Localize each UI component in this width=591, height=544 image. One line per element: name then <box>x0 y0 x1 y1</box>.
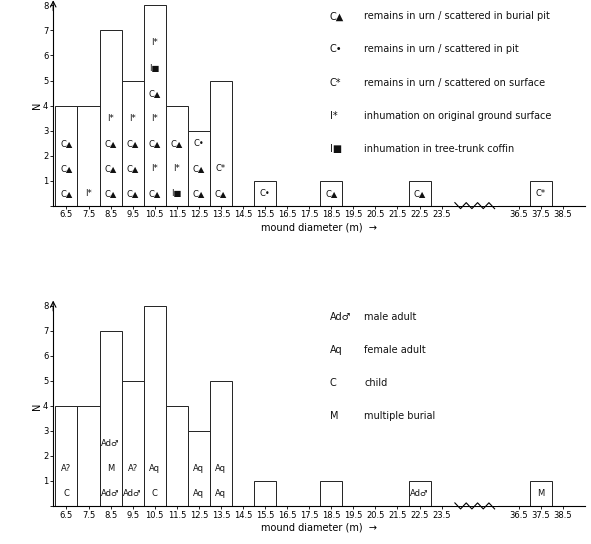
Text: C▲: C▲ <box>126 139 139 147</box>
Text: I*: I* <box>151 164 158 172</box>
Text: C•: C• <box>330 45 342 54</box>
Text: C▲: C▲ <box>126 189 139 197</box>
Text: Ad♂: Ad♂ <box>101 439 120 448</box>
Text: remains in urn / scattered in pit: remains in urn / scattered in pit <box>364 45 519 54</box>
Text: I*: I* <box>107 114 114 122</box>
Text: remains in urn / scattered in burial pit: remains in urn / scattered in burial pit <box>364 11 550 21</box>
Text: C▲: C▲ <box>413 189 426 197</box>
Bar <box>122 81 144 206</box>
Text: C▲: C▲ <box>60 164 73 172</box>
Text: C▲: C▲ <box>148 89 161 97</box>
X-axis label: mound diameter (m)  →: mound diameter (m) → <box>261 222 377 232</box>
Text: C▲: C▲ <box>193 164 205 172</box>
Bar <box>165 106 188 206</box>
Bar <box>56 106 77 206</box>
Bar <box>453 202 497 206</box>
Text: male adult: male adult <box>364 312 417 322</box>
Bar <box>254 181 276 206</box>
Text: C▲: C▲ <box>193 189 205 197</box>
Text: I■: I■ <box>150 64 160 72</box>
Bar <box>144 306 165 506</box>
Bar <box>210 81 232 206</box>
Text: M: M <box>537 489 544 498</box>
X-axis label: mound diameter (m)  →: mound diameter (m) → <box>261 523 377 533</box>
Bar <box>165 406 188 506</box>
Bar <box>188 131 210 206</box>
Text: multiple burial: multiple burial <box>364 411 436 421</box>
Text: inhumation on original ground surface: inhumation on original ground surface <box>364 110 552 121</box>
Text: I*: I* <box>129 114 136 122</box>
Text: inhumation in tree-trunk coffin: inhumation in tree-trunk coffin <box>364 144 515 153</box>
Bar <box>99 30 122 206</box>
Text: C: C <box>63 489 69 498</box>
Text: Aq: Aq <box>216 489 226 498</box>
Text: C▲: C▲ <box>148 189 161 197</box>
Text: I*: I* <box>330 110 337 121</box>
Text: C•: C• <box>259 189 271 197</box>
Text: remains in urn / scattered on surface: remains in urn / scattered on surface <box>364 77 545 88</box>
Bar <box>56 406 77 506</box>
Bar <box>210 381 232 506</box>
Text: M: M <box>330 411 338 421</box>
Y-axis label: N: N <box>31 102 41 109</box>
Bar <box>122 381 144 506</box>
Bar <box>254 481 276 506</box>
Text: C▲: C▲ <box>215 189 227 197</box>
Bar <box>99 331 122 506</box>
Text: I■: I■ <box>171 189 182 197</box>
Text: I*: I* <box>173 164 180 172</box>
Text: C▲: C▲ <box>171 139 183 147</box>
Text: C▲: C▲ <box>105 139 117 147</box>
Text: Aq: Aq <box>149 464 160 473</box>
Text: Ad♂: Ad♂ <box>101 489 120 498</box>
Text: Aq: Aq <box>216 464 226 473</box>
Bar <box>144 5 165 206</box>
Text: Ad♂: Ad♂ <box>410 489 429 498</box>
Bar <box>188 431 210 506</box>
Text: C▲: C▲ <box>325 189 337 197</box>
Bar <box>320 181 342 206</box>
Text: I■: I■ <box>330 144 342 153</box>
Text: C▲: C▲ <box>148 139 161 147</box>
Text: C▲: C▲ <box>60 189 73 197</box>
Text: Aq: Aq <box>330 345 342 355</box>
Text: I*: I* <box>151 39 158 47</box>
Bar <box>408 181 431 206</box>
Text: C*: C* <box>216 164 226 172</box>
Text: C▲: C▲ <box>60 139 73 147</box>
Text: Ad♂: Ad♂ <box>124 489 142 498</box>
Bar <box>530 181 552 206</box>
Y-axis label: N: N <box>31 402 41 410</box>
Text: C▲: C▲ <box>105 189 117 197</box>
Text: C▲: C▲ <box>126 164 139 172</box>
Text: C: C <box>330 378 336 388</box>
Text: I*: I* <box>85 189 92 197</box>
Text: C•: C• <box>193 139 204 147</box>
Text: C▲: C▲ <box>330 11 344 21</box>
Text: A?: A? <box>128 464 138 473</box>
Text: I*: I* <box>151 114 158 122</box>
Bar <box>77 106 99 206</box>
Text: C: C <box>152 489 158 498</box>
Text: Ad♂: Ad♂ <box>330 312 351 322</box>
Text: C▲: C▲ <box>105 164 117 172</box>
Bar <box>320 481 342 506</box>
Text: C*: C* <box>536 189 546 197</box>
Bar <box>408 481 431 506</box>
Text: A?: A? <box>61 464 72 473</box>
Bar <box>453 502 497 506</box>
Text: C*: C* <box>330 77 341 88</box>
Text: Aq: Aq <box>193 464 204 473</box>
Bar <box>77 406 99 506</box>
Text: M: M <box>107 464 114 473</box>
Text: child: child <box>364 378 388 388</box>
Text: Aq: Aq <box>193 489 204 498</box>
Text: female adult: female adult <box>364 345 426 355</box>
Bar <box>530 481 552 506</box>
